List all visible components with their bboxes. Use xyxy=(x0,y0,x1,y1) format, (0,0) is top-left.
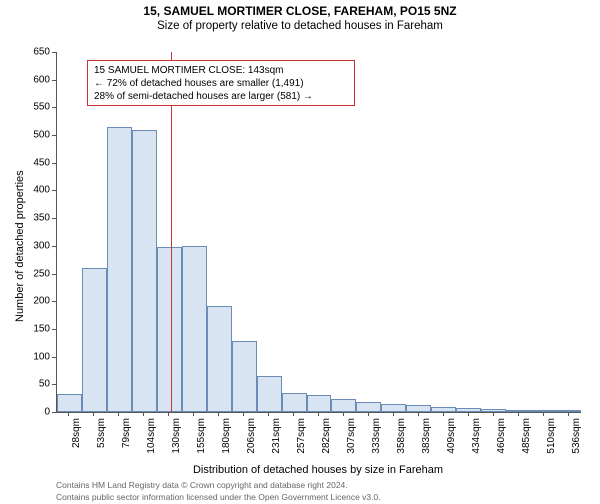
x-tick-label: 485sqm xyxy=(521,418,532,454)
y-tick-label: 600 xyxy=(0,74,50,85)
y-tick-label: 0 xyxy=(0,407,50,418)
annotation-line-3: 28% of semi-detached houses are larger (… xyxy=(94,90,348,103)
x-tick-label: 130sqm xyxy=(171,418,182,454)
x-tick-label: 409sqm xyxy=(446,418,457,454)
x-tick-label: 180sqm xyxy=(221,418,232,454)
histogram-bar xyxy=(132,130,157,412)
x-tick-label: 53sqm xyxy=(96,418,107,448)
footer-text: Contains HM Land Registry data © Crown c… xyxy=(56,480,348,490)
histogram-bar xyxy=(157,247,182,412)
y-tick-label: 300 xyxy=(0,240,50,251)
x-tick-label: 307sqm xyxy=(346,418,357,454)
x-tick-label: 257sqm xyxy=(296,418,307,454)
x-axis-label: Distribution of detached houses by size … xyxy=(56,464,580,476)
chart-title-1: 15, SAMUEL MORTIMER CLOSE, FAREHAM, PO15… xyxy=(0,4,600,18)
x-tick-label: 536sqm xyxy=(571,418,582,454)
y-tick-label: 50 xyxy=(0,379,50,390)
x-tick-label: 79sqm xyxy=(121,418,132,448)
histogram-bar xyxy=(456,408,481,412)
chart-title-2: Size of property relative to detached ho… xyxy=(0,20,600,32)
plot-area: 15 SAMUEL MORTIMER CLOSE: 143sqm ← 72% o… xyxy=(56,52,581,413)
histogram-bar xyxy=(531,410,556,412)
y-tick-label: 650 xyxy=(0,47,50,58)
histogram-bar xyxy=(381,404,406,412)
y-tick-label: 250 xyxy=(0,268,50,279)
footer-line-1: Contains HM Land Registry data © Crown c… xyxy=(56,480,348,490)
x-tick-label: 231sqm xyxy=(271,418,282,454)
histogram-bar xyxy=(431,407,456,412)
histogram-bar xyxy=(182,246,207,412)
x-tick-label: 333sqm xyxy=(371,418,382,454)
histogram-bar xyxy=(307,395,332,412)
histogram-bar xyxy=(506,410,531,412)
annotation-line-1: 15 SAMUEL MORTIMER CLOSE: 143sqm xyxy=(94,64,348,77)
y-tick-label: 500 xyxy=(0,130,50,141)
histogram-bar xyxy=(257,376,282,412)
histogram-bar xyxy=(207,306,232,412)
histogram-bar xyxy=(82,268,107,412)
x-tick-label: 206sqm xyxy=(246,418,257,454)
histogram-bar xyxy=(481,409,506,412)
chart-container: 15, SAMUEL MORTIMER CLOSE, FAREHAM, PO15… xyxy=(0,4,600,504)
y-tick-label: 150 xyxy=(0,323,50,334)
histogram-bar xyxy=(107,127,132,412)
x-tick-label: 460sqm xyxy=(496,418,507,454)
x-tick-label: 282sqm xyxy=(321,418,332,454)
histogram-bar xyxy=(406,405,431,412)
x-tick-label: 383sqm xyxy=(421,418,432,454)
annotation-box: 15 SAMUEL MORTIMER CLOSE: 143sqm ← 72% o… xyxy=(87,60,355,106)
x-tick-label: 434sqm xyxy=(471,418,482,454)
histogram-bar xyxy=(282,393,307,412)
histogram-bar xyxy=(556,410,581,412)
x-tick-label: 510sqm xyxy=(546,418,557,454)
histogram-bar xyxy=(232,341,257,412)
footer-line-2: Contains public sector information licen… xyxy=(56,492,381,502)
reference-line xyxy=(171,52,172,412)
histogram-bar xyxy=(57,394,82,412)
x-tick-label: 358sqm xyxy=(396,418,407,454)
x-tick-label: 104sqm xyxy=(146,418,157,454)
y-tick-label: 450 xyxy=(0,157,50,168)
x-tick-label: 155sqm xyxy=(196,418,207,454)
histogram-bar xyxy=(356,402,381,412)
y-tick-label: 200 xyxy=(0,296,50,307)
histogram-bar xyxy=(331,399,356,412)
y-tick-label: 350 xyxy=(0,213,50,224)
y-tick-label: 550 xyxy=(0,102,50,113)
footer-text-2: Contains public sector information licen… xyxy=(56,492,381,502)
y-tick-label: 100 xyxy=(0,351,50,362)
annotation-line-2: ← 72% of detached houses are smaller (1,… xyxy=(94,77,348,90)
y-tick-label: 400 xyxy=(0,185,50,196)
x-tick-label: 28sqm xyxy=(71,418,82,448)
